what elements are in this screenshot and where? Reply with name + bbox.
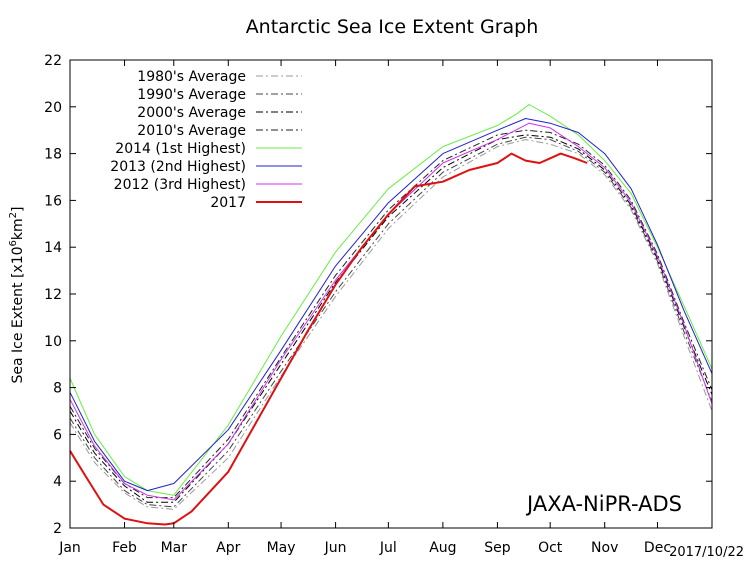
x-tick-label-8: Sep [484, 540, 511, 556]
x-tick-label-1: Feb [112, 540, 137, 556]
x-tick-label-5: Jun [324, 540, 347, 556]
y-label-sup2: 2 [8, 212, 19, 218]
y-tick-label-10: 22 [44, 53, 62, 69]
y-label-mid: km [10, 218, 26, 240]
series-line-1 [69, 136, 713, 508]
legend-label-3: 2010's Average [137, 123, 246, 139]
y-tick-label-2: 6 [53, 427, 62, 443]
x-tick-label-11: Dec [644, 540, 671, 556]
x-tick-label-7: Aug [429, 540, 456, 556]
axes-layer: 2 4 6 8 10 12 14 16 18 20 22 Jan Feb Mar Apr May Jun Jul A… [44, 53, 713, 556]
legend-label-0: 1980's Average [137, 69, 246, 85]
legend-label-6: 2012 (3rd Highest) [114, 177, 246, 193]
y-axis-label: Sea Ice Extent [x106km2] [8, 207, 26, 384]
y-label-sup1: 6 [8, 240, 19, 246]
watermark: JAXA-NiPR-ADS [525, 492, 682, 516]
y-tick-label-1: 4 [53, 474, 62, 490]
x-tick-label-6: Jul [379, 540, 397, 556]
legend: 1980's Average 1990's Average 2000's Avera… [110, 69, 302, 211]
series-line-7 [69, 152, 588, 526]
y-tick-label-4: 10 [44, 334, 62, 350]
series-layer [69, 104, 713, 526]
y-tick-label-7: 16 [44, 193, 62, 209]
series-line-0 [69, 139, 713, 510]
x-tick-label-0: Jan [58, 540, 81, 556]
y-tick-label-8: 18 [44, 147, 62, 163]
y-tick-label-3: 8 [53, 381, 62, 397]
y-tick-label-0: 2 [53, 521, 62, 537]
legend-label-1: 1990's Average [137, 87, 246, 103]
series-line-4 [69, 104, 713, 496]
chart-title: Antarctic Sea Ice Extent Graph [246, 16, 539, 38]
date-stamp: 2017/10/22 [669, 545, 744, 560]
svg-text:Sea Ice Extent [x106km2]: Sea Ice Extent [x106km2] [8, 207, 26, 384]
series-line-6 [69, 122, 713, 501]
y-tick-label-6: 14 [44, 240, 62, 256]
legend-label-4: 2014 (1st Highest) [115, 141, 246, 157]
x-tick-label-10: Nov [591, 540, 618, 556]
series-line-3 [69, 129, 713, 499]
x-tick-label-3: Apr [216, 540, 240, 556]
y-label-end: ] [10, 207, 26, 212]
x-tick-label-4: May [267, 540, 296, 556]
series-line-2 [69, 134, 713, 503]
x-tick-label-2: Mar [161, 540, 188, 556]
y-tick-label-9: 20 [44, 100, 62, 116]
x-tick-label-9: Oct [538, 540, 563, 556]
legend-label-2: 2000's Average [137, 105, 246, 121]
legend-label-7: 2017 [210, 195, 246, 211]
legend-label-5: 2013 (2nd Highest) [110, 159, 246, 175]
y-tick-label-5: 12 [44, 287, 62, 303]
series-line-5 [69, 118, 713, 492]
y-label-main: Sea Ice Extent [x10 [10, 246, 26, 383]
